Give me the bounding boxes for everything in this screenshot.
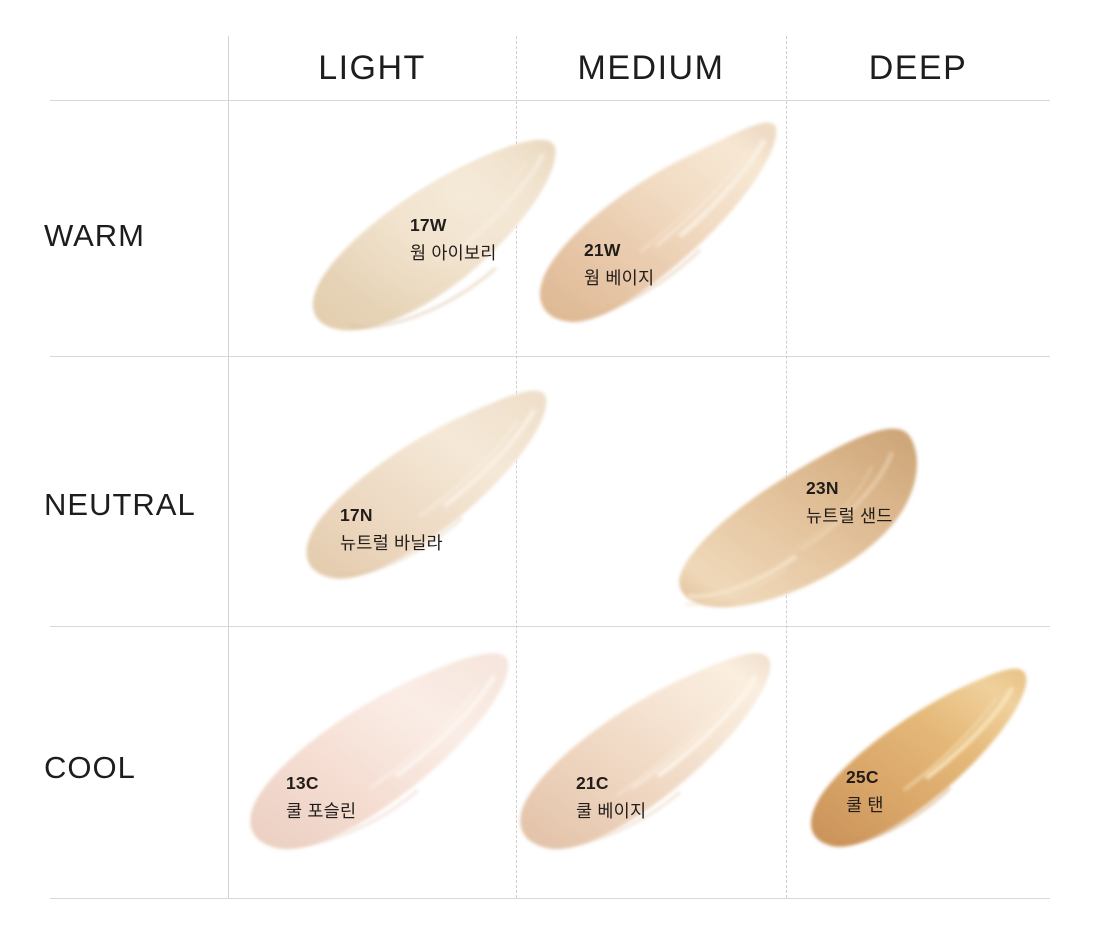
shade-swatch-17n[interactable] bbox=[296, 386, 556, 606]
grid-line-row-neutral bbox=[50, 626, 1050, 627]
grid-line-footer bbox=[50, 898, 1050, 899]
grid-divider-light-medium bbox=[516, 36, 517, 898]
shade-swatch-17w[interactable] bbox=[300, 118, 570, 348]
shade-swatch-21w[interactable] bbox=[528, 118, 788, 348]
shade-swatch-25c[interactable] bbox=[806, 668, 1036, 868]
shade-swatch-23n[interactable] bbox=[676, 406, 936, 626]
shade-swatch-13c[interactable] bbox=[240, 650, 520, 870]
row-header-warm: WARM bbox=[44, 218, 145, 253]
column-header-deep: DEEP bbox=[868, 49, 968, 87]
grid-line-header bbox=[50, 100, 1050, 101]
grid-divider-medium-deep bbox=[786, 36, 787, 898]
row-header-cool: COOL bbox=[44, 750, 136, 785]
column-header-light: LIGHT bbox=[318, 49, 426, 87]
row-header-neutral: NEUTRAL bbox=[44, 487, 196, 522]
grid-divider-row-labels bbox=[228, 36, 229, 898]
grid-line-row-warm bbox=[50, 356, 1050, 357]
shade-swatch-21c[interactable] bbox=[512, 652, 782, 872]
column-header-medium: MEDIUM bbox=[577, 49, 725, 87]
